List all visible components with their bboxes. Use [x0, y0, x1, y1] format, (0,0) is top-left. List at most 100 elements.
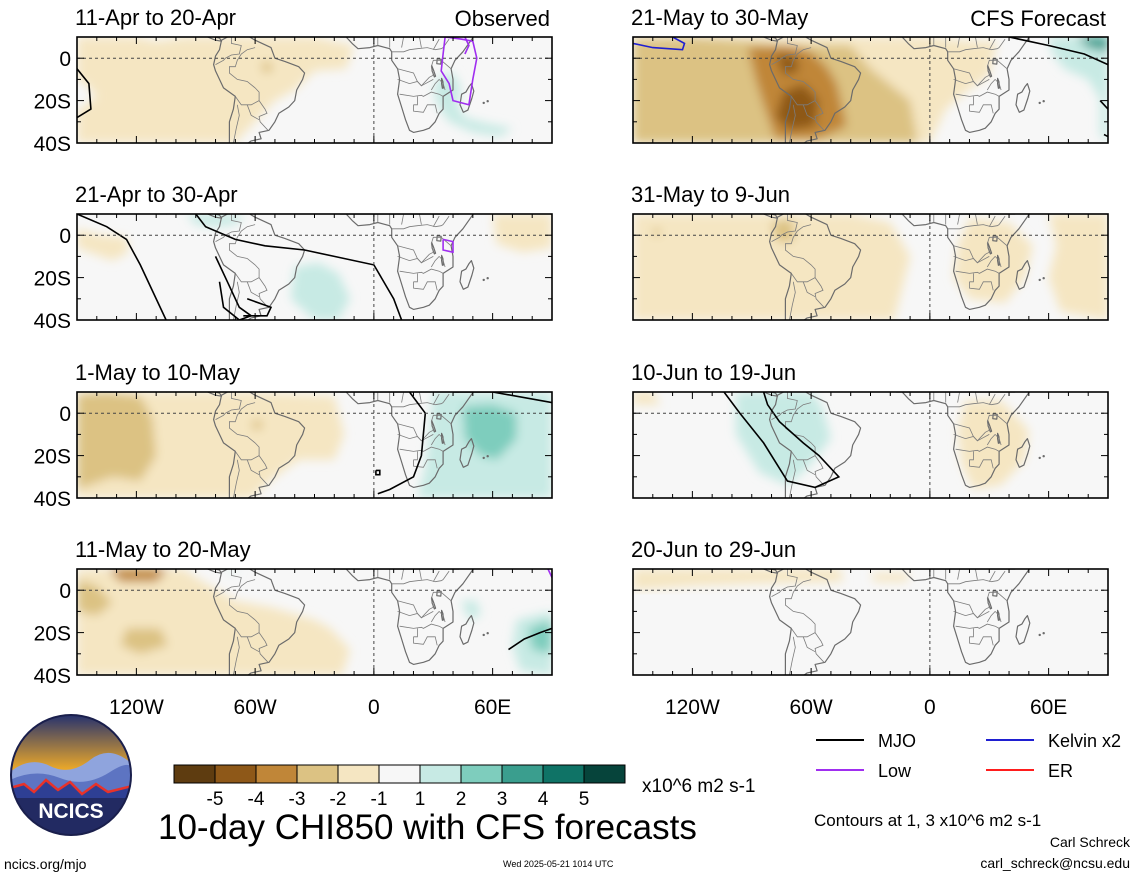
panel-title: 31-May to 9-Jun — [631, 182, 790, 207]
country-borders — [215, 569, 452, 675]
colorbar-tick: 3 — [497, 789, 508, 810]
map-panel-1-1 — [632, 213, 1109, 321]
colorbar-box — [255, 764, 298, 784]
colorbar-box — [419, 764, 462, 784]
footer-url[interactable]: ncics.org/mjo — [4, 856, 87, 872]
lon-label: 60W — [790, 696, 833, 719]
footer-timestamp: Wed 2025-05-21 1014 UTC — [503, 859, 614, 869]
legend-label: MJO — [878, 731, 916, 751]
logo-text: NCICS — [38, 800, 103, 823]
lat-label: 0 — [59, 225, 71, 248]
map-panel-1-0 — [632, 36, 1109, 144]
colorbar-tick: -5 — [207, 789, 224, 810]
coastlines — [165, 392, 475, 498]
axis-ticks — [77, 36, 553, 144]
colorbar-tick: 4 — [538, 789, 549, 810]
lat-label: 0 — [59, 48, 71, 71]
country-borders — [771, 214, 1008, 320]
lon-label: 60E — [1030, 696, 1067, 719]
colorbar-tick: 2 — [456, 789, 467, 810]
panel-title: 11-May to 20-May — [75, 537, 251, 562]
colorbar-units: x10^6 m2 s-1 — [642, 776, 755, 797]
colorbar-box — [214, 764, 257, 784]
lat-label: 40S — [34, 488, 71, 511]
main-title: 10-day CHI850 with CFS forecasts — [158, 808, 697, 847]
coastlines — [721, 392, 1031, 498]
ncics-logo: NCICS — [10, 714, 132, 836]
coastlines — [721, 569, 1031, 675]
coastlines — [165, 37, 475, 143]
map-panel-0-2: 0 20S 40S — [34, 391, 553, 511]
colorbar-tick: -1 — [371, 789, 388, 810]
colorbar-box — [378, 764, 421, 784]
lat-label: 0 — [59, 580, 71, 603]
panel-title: 10-Jun to 19-Jun — [631, 360, 797, 385]
wave-contours — [723, 392, 841, 489]
lat-label: 20S — [34, 91, 71, 114]
axis-ticks — [633, 391, 1109, 499]
axis-ticks — [77, 391, 553, 499]
panel-tag: CFS Forecast — [970, 6, 1106, 31]
chi-shading — [633, 214, 1108, 320]
coastlines — [721, 214, 1031, 320]
lat-label: 20S — [34, 446, 71, 469]
lon-label: 0 — [924, 696, 936, 719]
coastlines — [165, 569, 475, 675]
lon-label: 60W — [234, 696, 277, 719]
footer-email[interactable]: carl_schreck@ncsu.edu — [980, 855, 1130, 871]
panel-title: 20-Jun to 29-Jun — [631, 537, 797, 562]
contour-note: Contours at 1, 3 x10^6 m2 s-1 — [814, 811, 1041, 830]
lat-label: 40S — [34, 133, 71, 156]
country-borders — [215, 392, 452, 498]
colorbar-tick: -3 — [289, 789, 306, 810]
map-panel-0-0: 0 20S 40S — [34, 36, 553, 156]
colorbar-box — [337, 764, 380, 784]
coastlines — [165, 214, 475, 320]
map-panel-0-3: 0 20S 40S 120W 60W 0 60E — [34, 568, 553, 719]
panel-title: 1-May to 10-May — [75, 360, 241, 385]
contour-legend: MJO Kelvin x2 Low ER Contours at 1, 3 x10^6… — [814, 731, 1121, 830]
lat-label: 0 — [59, 403, 71, 426]
colorbar-box — [501, 764, 544, 784]
panel-tag: Observed — [454, 6, 550, 31]
lon-label: 0 — [368, 696, 380, 719]
axis-ticks — [633, 36, 1109, 144]
colorbar-box — [542, 764, 585, 784]
chi-shading — [633, 569, 911, 591]
colorbar-tick: -2 — [330, 789, 347, 810]
lon-label: 60E — [474, 696, 511, 719]
lat-label: 40S — [34, 310, 71, 333]
colorbar-box — [460, 764, 503, 784]
axis-ticks — [633, 568, 1109, 676]
country-borders — [215, 214, 452, 320]
colorbar-tick: -4 — [248, 789, 265, 810]
coastlines — [721, 37, 1031, 143]
map-panel-1-3: 120W 60W 0 60E — [632, 568, 1109, 719]
colorbar-box — [583, 764, 626, 784]
lat-label: 40S — [34, 665, 71, 688]
axis-ticks — [77, 568, 553, 676]
panel-title: 11-Apr to 20-Apr — [75, 5, 237, 30]
country-borders — [771, 37, 1008, 143]
wave-contours — [375, 392, 552, 495]
ncics-logo-icon: NCICS — [10, 714, 132, 836]
axis-ticks — [77, 213, 553, 321]
map-panel-0-1: 0 20S 40S — [34, 213, 553, 333]
footer-author: Carl Schreck — [1049, 834, 1130, 850]
legend-label: Low — [878, 761, 912, 781]
panel-title: 21-May to 30-May — [631, 5, 809, 30]
colorbar-box — [296, 764, 339, 784]
panel-title: 21-Apr to 30-Apr — [75, 182, 238, 207]
colorbar: -5 -4 -3 -2 -1 1 2 3 4 5 x10^6 m2 s-1 — [173, 764, 755, 810]
legend-label: ER — [1048, 761, 1073, 781]
chi-shading — [77, 569, 552, 675]
colorbar-tick: 1 — [415, 789, 426, 810]
country-borders — [771, 569, 1008, 675]
axis-ticks — [633, 213, 1109, 321]
lon-label: 120W — [109, 696, 164, 719]
chi-shading — [77, 214, 552, 320]
colorbar-box — [173, 764, 216, 784]
colorbar-tick: 5 — [579, 789, 590, 810]
